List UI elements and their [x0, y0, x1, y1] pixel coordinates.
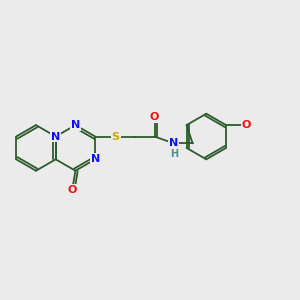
Text: N: N	[51, 131, 60, 142]
Text: H: H	[170, 149, 178, 159]
Text: N: N	[71, 120, 80, 130]
Text: O: O	[68, 185, 77, 195]
Text: O: O	[150, 112, 159, 122]
Text: O: O	[242, 120, 251, 130]
Text: N: N	[169, 138, 178, 148]
Text: S: S	[112, 131, 120, 142]
Text: N: N	[91, 154, 100, 164]
